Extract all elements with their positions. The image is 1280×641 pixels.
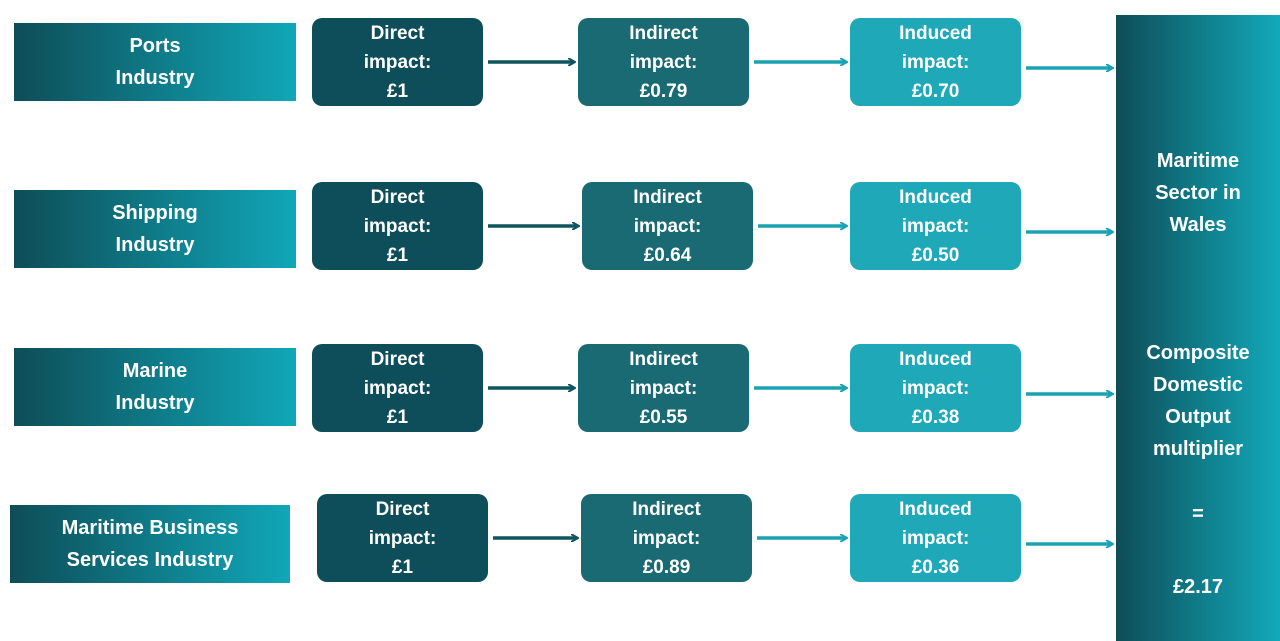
text-line: Industry [115,392,195,414]
indirect-box: Indirect impact: £0.79 [578,18,749,106]
text-line: £1 [391,556,414,578]
text-line: impact: [632,527,701,549]
text-line: impact: [368,527,437,549]
text-line: impact: [633,215,702,237]
text-line: impact: [363,51,432,73]
summary-text: Sector in [1155,182,1241,204]
text-line: Direct [370,22,425,44]
text-line: £1 [386,406,409,428]
text-line: £0.70 [911,80,960,102]
induced-box: Induced impact: £0.38 [850,344,1021,432]
induced-box: Induced impact: £0.50 [850,182,1021,270]
text-line: Direct [370,348,425,370]
text-line: £0.50 [911,244,960,266]
summary-box: Maritime Sector in Wales Composite Domestic O… [1116,15,1280,641]
text-line: £0.64 [643,244,692,266]
summary-text: multiplier [1152,438,1243,460]
text-line: Indirect [633,186,702,208]
text-line: impact: [901,377,970,399]
text-line: impact: [629,377,698,399]
text-line: Induced [899,348,972,370]
summary-text: Composite [1146,342,1250,364]
direct-box: Direct impact: £1 [317,494,488,582]
indirect-box: Indirect impact: £0.89 [581,494,752,582]
direct-box: Direct impact: £1 [312,182,483,270]
text-line: £0.55 [639,406,688,428]
text-line: impact: [363,377,432,399]
text-line: £0.89 [642,556,691,578]
induced-box: Induced impact: £0.36 [850,494,1021,582]
industry-box: Marine Industry [14,348,296,426]
text-line: Maritime Business [61,517,239,539]
summary-text: = [1192,503,1204,525]
indirect-box: Indirect impact: £0.64 [582,182,753,270]
text-line: Induced [899,22,972,44]
direct-box: Direct impact: £1 [312,344,483,432]
text-line: impact: [901,51,970,73]
text-line: £0.38 [911,406,960,428]
text-line: Indirect [629,22,698,44]
text-line: Direct [370,186,425,208]
text-line: Indirect [632,498,701,520]
text-line: Ports [129,35,181,57]
text-line: impact: [901,215,970,237]
text-line: £1 [386,80,409,102]
text-line: £0.79 [639,80,688,102]
industry-box: Maritime Business Services Industry [10,505,290,583]
text-line: Industry [115,67,195,89]
text-line: Induced [899,186,972,208]
direct-box: Direct impact: £1 [312,18,483,106]
text-line: Marine [122,360,188,382]
text-line: impact: [629,51,698,73]
text-line: Induced [899,498,972,520]
summary-text: Wales [1169,214,1227,236]
text-line: impact: [363,215,432,237]
summary-text: Domestic [1152,374,1244,396]
text-line: impact: [901,527,970,549]
summary-text: Maritime [1156,150,1240,172]
text-line: Shipping [112,202,198,224]
text-line: Industry [115,234,195,256]
text-line: Services Industry [66,549,234,571]
indirect-box: Indirect impact: £0.55 [578,344,749,432]
induced-box: Induced impact: £0.70 [850,18,1021,106]
summary-text: £2.17 [1172,576,1224,598]
text-line: Indirect [629,348,698,370]
text-line: Direct [375,498,430,520]
summary-text: Output [1165,406,1231,428]
industry-box: Ports Industry [14,23,296,101]
industry-box: Shipping Industry [14,190,296,268]
text-line: £1 [386,244,409,266]
text-line: £0.36 [911,556,960,578]
